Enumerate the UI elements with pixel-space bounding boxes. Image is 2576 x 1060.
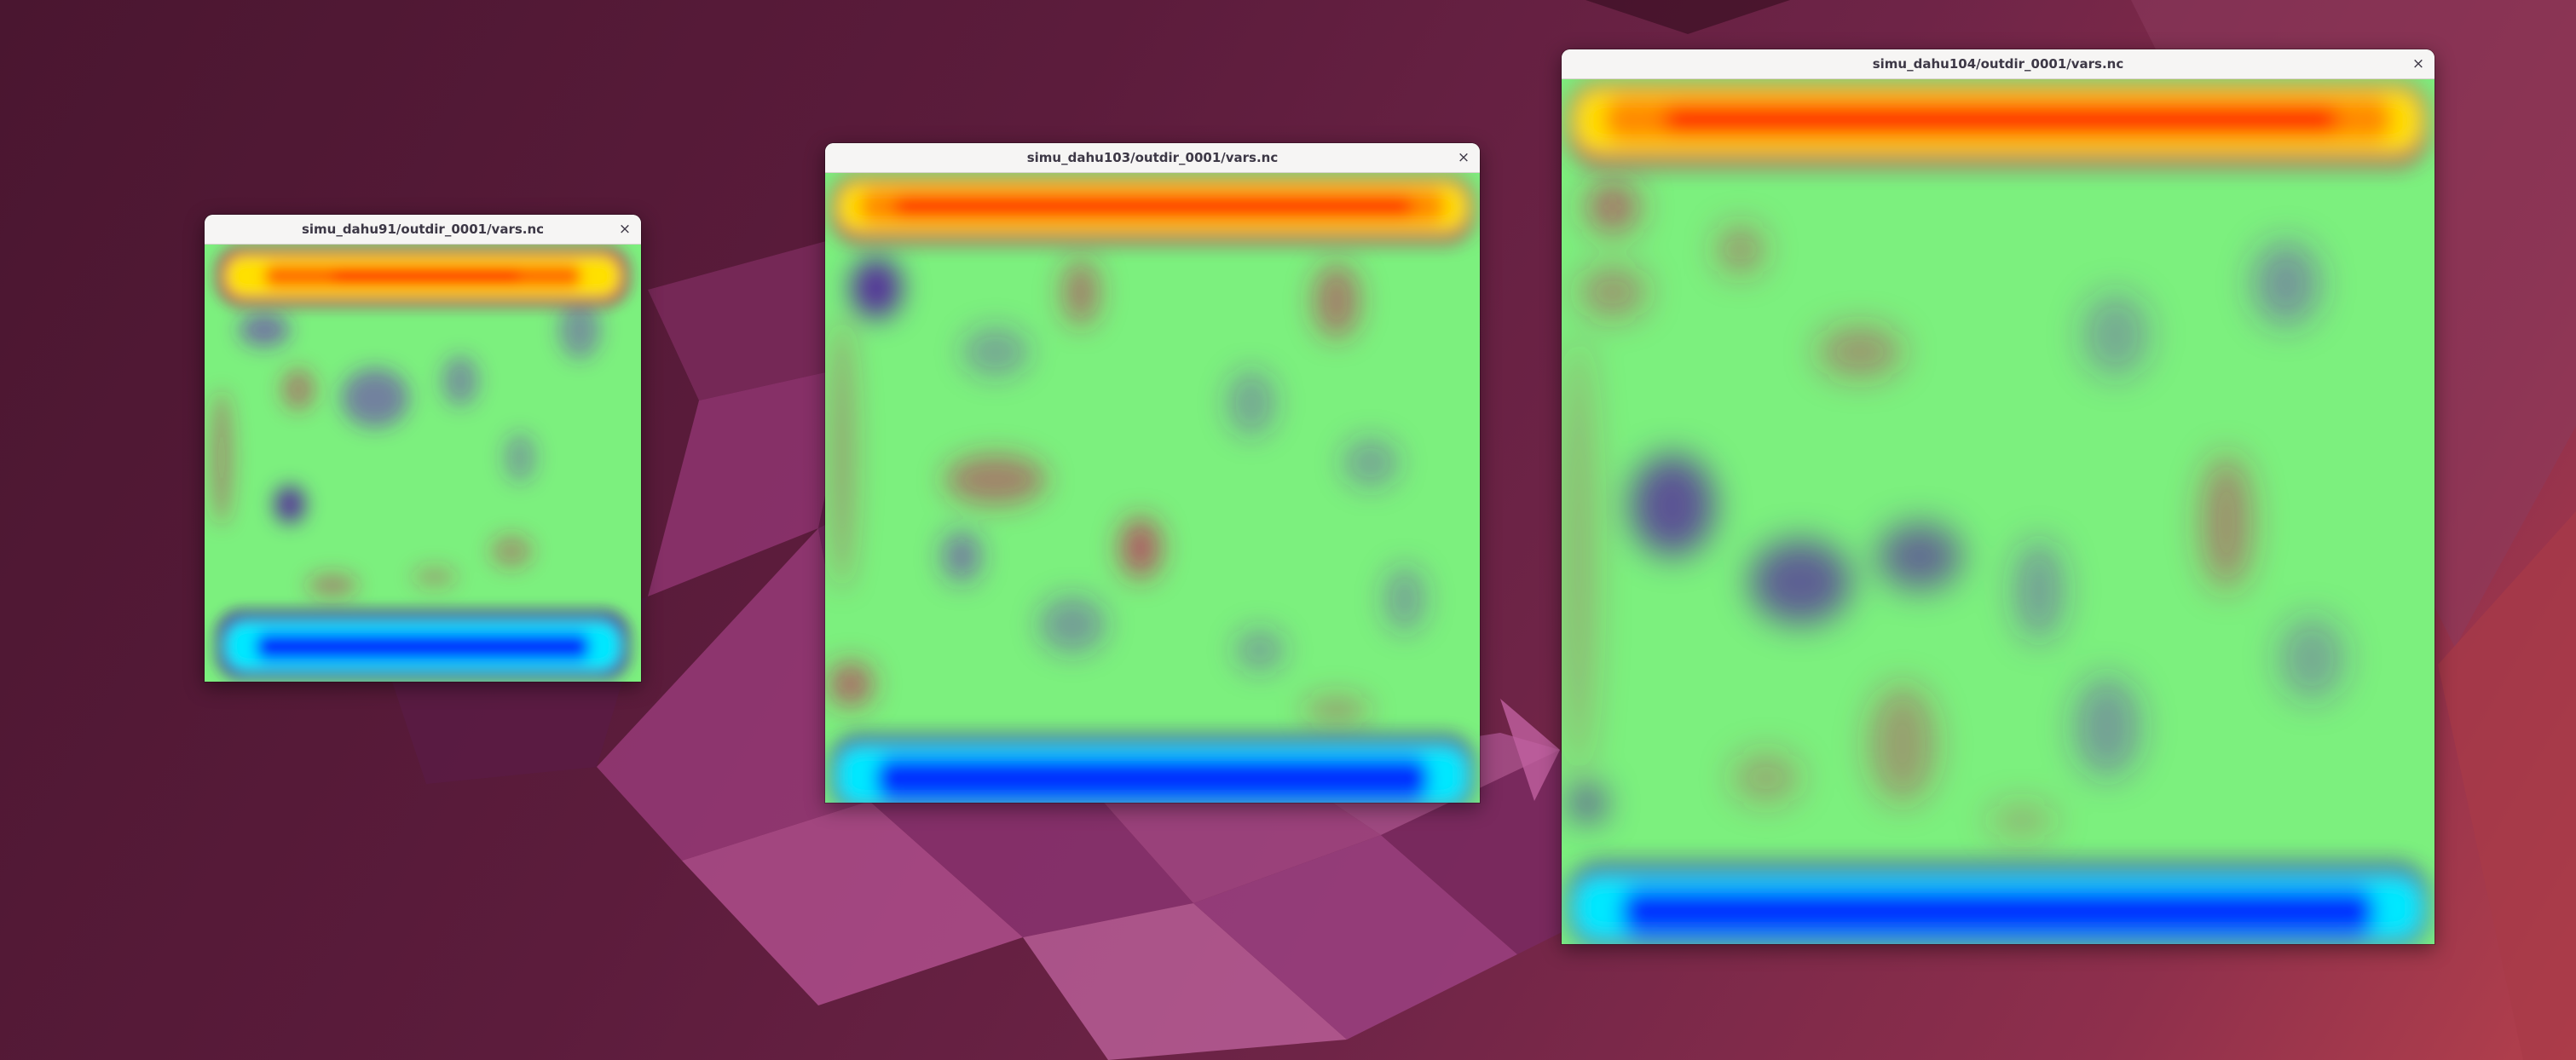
window-title: simu_dahu103/outdir_0001/vars.nc: [1026, 150, 1279, 165]
window-titlebar[interactable]: simu_dahu91/outdir_0001/vars.nc ×: [205, 215, 641, 245]
plot-window-dahu103[interactable]: simu_dahu103/outdir_0001/vars.nc ×: [825, 143, 1480, 803]
heatmap-plot: [825, 173, 1480, 803]
plot-window-dahu91[interactable]: simu_dahu91/outdir_0001/vars.nc ×: [205, 215, 641, 682]
heatmap-plot: [1562, 79, 2434, 944]
heatmap-plot: [205, 245, 641, 682]
heatmap-image: [825, 173, 1480, 803]
close-icon[interactable]: ×: [2411, 55, 2425, 72]
window-titlebar[interactable]: simu_dahu103/outdir_0001/vars.nc ×: [825, 143, 1480, 173]
heatmap-image: [1562, 79, 2434, 944]
heatmap-image: [205, 245, 641, 682]
plot-window-dahu104[interactable]: simu_dahu104/outdir_0001/vars.nc ×: [1562, 49, 2434, 944]
close-icon[interactable]: ×: [1457, 149, 1470, 166]
window-titlebar[interactable]: simu_dahu104/outdir_0001/vars.nc ×: [1562, 49, 2434, 79]
window-title: simu_dahu104/outdir_0001/vars.nc: [1872, 56, 2124, 72]
close-icon[interactable]: ×: [618, 221, 632, 238]
window-title: simu_dahu91/outdir_0001/vars.nc: [301, 222, 545, 237]
